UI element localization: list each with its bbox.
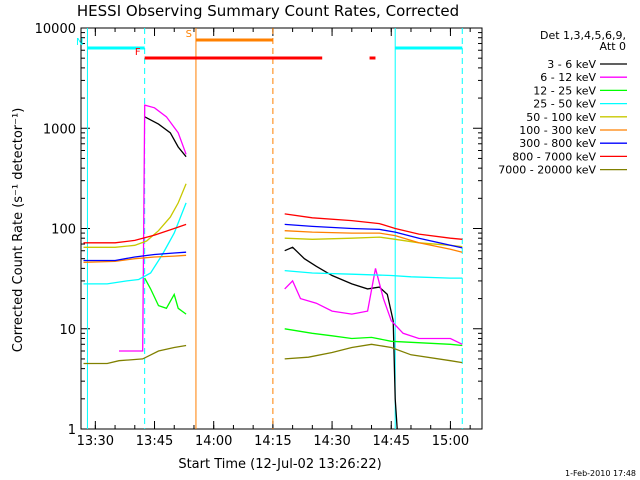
series-line — [83, 223, 187, 244]
series-line — [144, 116, 187, 158]
y-tick-label: 1000 — [43, 122, 76, 137]
legend-entry-label: 12 - 25 keV — [533, 84, 596, 97]
legend-entry-label: 25 - 50 keV — [533, 98, 596, 111]
series-line — [284, 223, 463, 249]
date-stamp: 1-Feb-2010 17:48 — [565, 469, 636, 478]
flag-label-n: N — [76, 37, 83, 48]
legend-entry-label: 50 - 100 keV — [526, 111, 596, 124]
series-line — [83, 344, 187, 365]
x-tick-label: 14:15 — [254, 434, 291, 449]
x-tick-label: 13:45 — [136, 434, 173, 449]
x-tick-label: 15:00 — [432, 434, 469, 449]
chart-title: HESSI Observing Summary Count Rates, Cor… — [77, 2, 459, 20]
legend-header-line-2: Att 0 — [600, 40, 626, 53]
y-tick-label: 100 — [51, 223, 76, 238]
legend-entry-label: 6 - 12 keV — [540, 71, 596, 84]
x-axis-label: Start Time (12-Jul-02 13:26:22) — [178, 457, 381, 472]
series-line — [284, 246, 398, 430]
legend-entry-label: 7000 - 20000 keV — [498, 164, 596, 177]
series-line — [119, 104, 187, 352]
series-line — [284, 268, 463, 345]
legend-entry-label: 800 - 7000 keV — [512, 150, 596, 163]
legend-entry-label: 3 - 6 keV — [547, 58, 596, 71]
y-tick-label: 10000 — [35, 22, 76, 37]
y-axis-label: Corrected Count Rate (s⁻¹ detector⁻¹) — [11, 108, 26, 353]
series-line — [284, 230, 463, 253]
y-tick-label: 1 — [68, 423, 76, 438]
series-line — [83, 183, 187, 248]
y-tick-label: 10 — [59, 323, 76, 338]
plot-area: 1 10 100 1000 10000 13:30 13:45 14:00 14:15 14:30… — [35, 22, 483, 449]
x-tick-label: 13:30 — [77, 434, 114, 449]
series-line — [144, 277, 187, 315]
legend-header-line-1: Det 1,3,4,5,6,9, — [540, 29, 626, 42]
flag-label-s: S — [186, 29, 192, 40]
series-line — [284, 328, 463, 347]
legend-entry-label: 100 - 300 keV — [519, 124, 596, 137]
series-line — [83, 202, 187, 285]
series-line — [83, 251, 187, 262]
series-line — [284, 213, 463, 240]
flag-label-f: F — [135, 47, 141, 58]
legend-entry-label: 300 - 800 keV — [519, 137, 596, 150]
series-line — [284, 343, 463, 364]
plot-frame — [80, 27, 483, 430]
x-tick-label: 14:45 — [373, 434, 410, 449]
series-line — [284, 236, 463, 248]
series-line — [83, 254, 187, 263]
x-tick-label: 14:30 — [313, 434, 350, 449]
series-line — [284, 269, 463, 279]
x-tick-label: 14:00 — [195, 434, 232, 449]
